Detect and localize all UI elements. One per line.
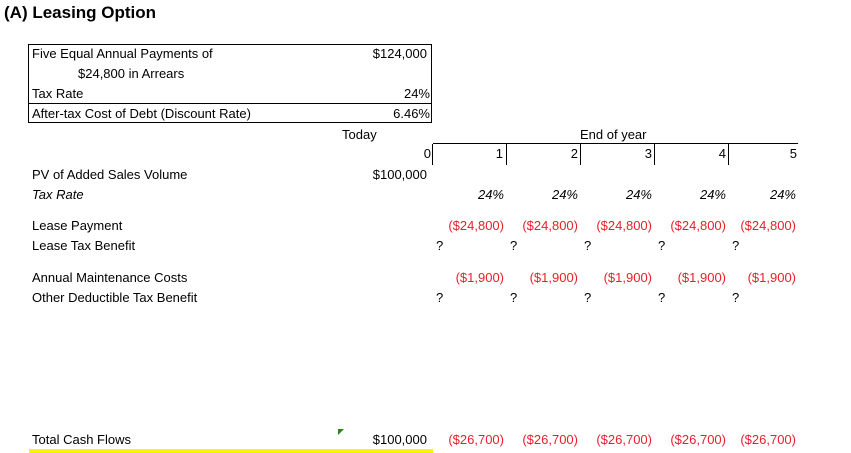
- maintenance-costs-label: Annual Maintenance Costs: [32, 270, 188, 285]
- payments-amount-label: $24,800 in Arrears: [78, 66, 185, 81]
- total-cash-flows-year-2: ($26,700): [522, 432, 578, 447]
- year-5-header: 5: [789, 146, 797, 161]
- maintenance-year-5: ($1,900): [747, 270, 796, 285]
- lease-tax-benefit-year-3: ?: [584, 238, 592, 253]
- total-cash-flows-year-3: ($26,700): [596, 432, 652, 447]
- col-divider-3: [654, 144, 655, 165]
- cost-of-debt-value: 6.46%: [393, 106, 430, 121]
- other-tax-benefit-year-5: ?: [732, 290, 740, 305]
- lease-payment-year-3: ($24,800): [596, 218, 652, 233]
- col-divider-1: [506, 144, 507, 165]
- lease-tax-benefit-year-5: ?: [732, 238, 740, 253]
- inputs-box: [28, 44, 432, 123]
- year-1-header: 1: [495, 146, 503, 161]
- lease-tax-benefit-year-4: ?: [658, 238, 666, 253]
- comment-marker-icon[interactable]: [338, 429, 344, 435]
- tax-rate-input-label: Tax Rate: [32, 86, 84, 101]
- lease-payment-year-4: ($24,800): [670, 218, 726, 233]
- year-3-header: 3: [644, 146, 652, 161]
- lease-payment-label: Lease Payment: [32, 218, 123, 233]
- year-0-header: 0: [423, 146, 431, 161]
- lease-tax-benefit-label: Lease Tax Benefit: [32, 238, 136, 253]
- lease-tax-benefit-year-1: ?: [436, 238, 444, 253]
- year-2-header: 2: [570, 146, 578, 161]
- total-cash-flows-label: Total Cash Flows: [32, 432, 131, 447]
- tax-rate-year-4: 24%: [699, 187, 726, 202]
- inputs-divider: [28, 103, 432, 104]
- maintenance-year-2: ($1,900): [529, 270, 578, 285]
- total-cash-flows-year-1: ($26,700): [448, 432, 504, 447]
- tax-rate-year-5: 24%: [769, 187, 796, 202]
- other-tax-benefit-year-3: ?: [584, 290, 592, 305]
- other-tax-benefit-year-1: ?: [436, 290, 444, 305]
- lease-payment-year-5: ($24,800): [740, 218, 796, 233]
- year-4-header: 4: [718, 146, 726, 161]
- end-of-year-header: End of year: [580, 127, 647, 142]
- total-cash-flows-year-4: ($26,700): [670, 432, 726, 447]
- col-divider-2: [580, 144, 581, 165]
- lease-payment-year-1: ($24,800): [448, 218, 504, 233]
- other-tax-benefit-year-2: ?: [510, 290, 518, 305]
- maintenance-year-4: ($1,900): [677, 270, 726, 285]
- tax-rate-row-label: Tax Rate: [32, 187, 84, 202]
- payments-value: $124,000: [372, 46, 427, 61]
- payments-label: Five Equal Annual Payments of: [32, 46, 213, 61]
- total-highlight-underline: [29, 449, 433, 453]
- end-of-year-underline: [433, 143, 798, 144]
- pv-sales-label: PV of Added Sales Volume: [32, 167, 188, 182]
- col-divider-0: [432, 144, 433, 165]
- total-cash-flows-year-5: ($26,700): [740, 432, 796, 447]
- tax-rate-input-value: 24%: [403, 86, 430, 101]
- col-divider-4: [728, 144, 729, 165]
- maintenance-year-3: ($1,900): [603, 270, 652, 285]
- pv-sales-value: $100,000: [372, 167, 427, 182]
- tax-rate-year-2: 24%: [551, 187, 578, 202]
- maintenance-year-1: ($1,900): [455, 270, 504, 285]
- total-cash-flows-today: $100,000: [372, 432, 427, 447]
- today-header: Today: [342, 127, 377, 142]
- cost-of-debt-label: After-tax Cost of Debt (Discount Rate): [32, 106, 251, 121]
- other-tax-benefit-year-4: ?: [658, 290, 666, 305]
- tax-rate-year-1: 24%: [477, 187, 504, 202]
- tax-rate-year-3: 24%: [625, 187, 652, 202]
- page-title: (A) Leasing Option: [4, 3, 157, 22]
- lease-tax-benefit-year-2: ?: [510, 238, 518, 253]
- other-tax-benefit-label: Other Deductible Tax Benefit: [32, 290, 198, 305]
- lease-payment-year-2: ($24,800): [522, 218, 578, 233]
